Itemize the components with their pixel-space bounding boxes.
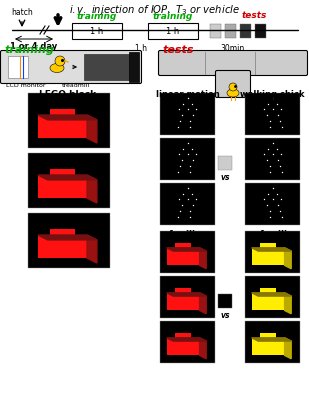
Polygon shape [87, 115, 97, 143]
Bar [129, 52, 139, 82]
Circle shape [55, 56, 65, 66]
Polygon shape [285, 293, 291, 314]
Text: $\it{i.v.\ injection\ of\ IOP,\ T_3\ or\ vehicle}$: $\it{i.v.\ injection\ of\ IOP,\ T_3\ or\… [70, 3, 240, 17]
Bar [245, 93, 300, 135]
FancyBboxPatch shape [1, 50, 142, 84]
Polygon shape [38, 235, 97, 240]
Bar [175, 333, 191, 338]
Bar [225, 24, 236, 38]
Bar [245, 321, 300, 363]
Text: training: training [77, 12, 117, 21]
Bar [72, 23, 122, 39]
Polygon shape [200, 338, 206, 359]
Bar [245, 183, 300, 225]
Text: LCD monitor: LCD monitor [6, 83, 45, 88]
Text: walking chick: walking chick [240, 90, 305, 99]
Bar [160, 138, 215, 180]
Text: 30min: 30min [221, 44, 245, 53]
Text: familiar: familiar [169, 230, 206, 239]
FancyBboxPatch shape [215, 70, 251, 98]
Bar [167, 293, 200, 310]
Bar [160, 93, 215, 135]
Text: training: training [5, 45, 55, 55]
Text: hatch: hatch [11, 8, 33, 17]
Text: treadmill: treadmill [62, 83, 90, 88]
Polygon shape [167, 293, 206, 296]
Bar [245, 138, 300, 180]
Bar [245, 231, 300, 273]
Text: tests: tests [163, 45, 194, 55]
Bar [252, 248, 285, 266]
Polygon shape [252, 293, 291, 296]
Bar [175, 288, 191, 293]
Bar [245, 276, 300, 318]
Text: linear motion: linear motion [156, 90, 219, 99]
Bar [160, 321, 215, 363]
Bar [160, 231, 215, 273]
Bar [260, 288, 276, 293]
Bar [8, 56, 28, 78]
Bar [167, 338, 200, 356]
Polygon shape [38, 115, 97, 120]
Polygon shape [167, 338, 206, 341]
FancyBboxPatch shape [159, 50, 307, 76]
Circle shape [229, 83, 237, 91]
Polygon shape [38, 175, 97, 180]
Bar [160, 276, 215, 318]
Bar [252, 338, 285, 356]
Polygon shape [167, 248, 206, 251]
Bar [28, 93, 110, 148]
Bar [175, 243, 191, 248]
Polygon shape [200, 293, 206, 314]
Text: LEGO block: LEGO block [40, 90, 96, 99]
Polygon shape [200, 248, 206, 269]
Bar [260, 333, 276, 338]
Bar [167, 248, 200, 266]
Bar [50, 228, 75, 235]
Polygon shape [285, 338, 291, 359]
Text: 1 h: 1 h [135, 44, 147, 53]
Bar [160, 183, 215, 225]
Bar [252, 293, 285, 310]
Bar [50, 108, 75, 115]
Bar [38, 175, 87, 198]
Text: vs: vs [220, 311, 230, 320]
Bar [84, 54, 129, 80]
Ellipse shape [227, 89, 239, 97]
Bar [50, 168, 75, 175]
Polygon shape [252, 338, 291, 341]
Polygon shape [87, 175, 97, 203]
Bar [240, 24, 251, 38]
Bar [260, 243, 276, 248]
Bar [28, 153, 110, 208]
Text: 1 h: 1 h [166, 26, 180, 36]
Polygon shape [285, 248, 291, 269]
Bar [148, 23, 198, 39]
Text: training: training [153, 12, 193, 21]
Bar [28, 213, 110, 268]
Bar [218, 294, 232, 308]
Text: unfamiliar: unfamiliar [248, 230, 297, 239]
Polygon shape [252, 248, 291, 251]
Text: 1 h: 1 h [90, 26, 104, 36]
Text: vs: vs [220, 173, 230, 182]
Bar [38, 115, 87, 138]
Bar [210, 24, 221, 38]
Ellipse shape [50, 64, 64, 72]
Bar [255, 24, 266, 38]
Text: 1 or 4 day: 1 or 4 day [11, 42, 57, 51]
Bar [38, 235, 87, 258]
Polygon shape [87, 235, 97, 263]
Text: tests: tests [241, 11, 267, 20]
Bar [218, 156, 232, 170]
